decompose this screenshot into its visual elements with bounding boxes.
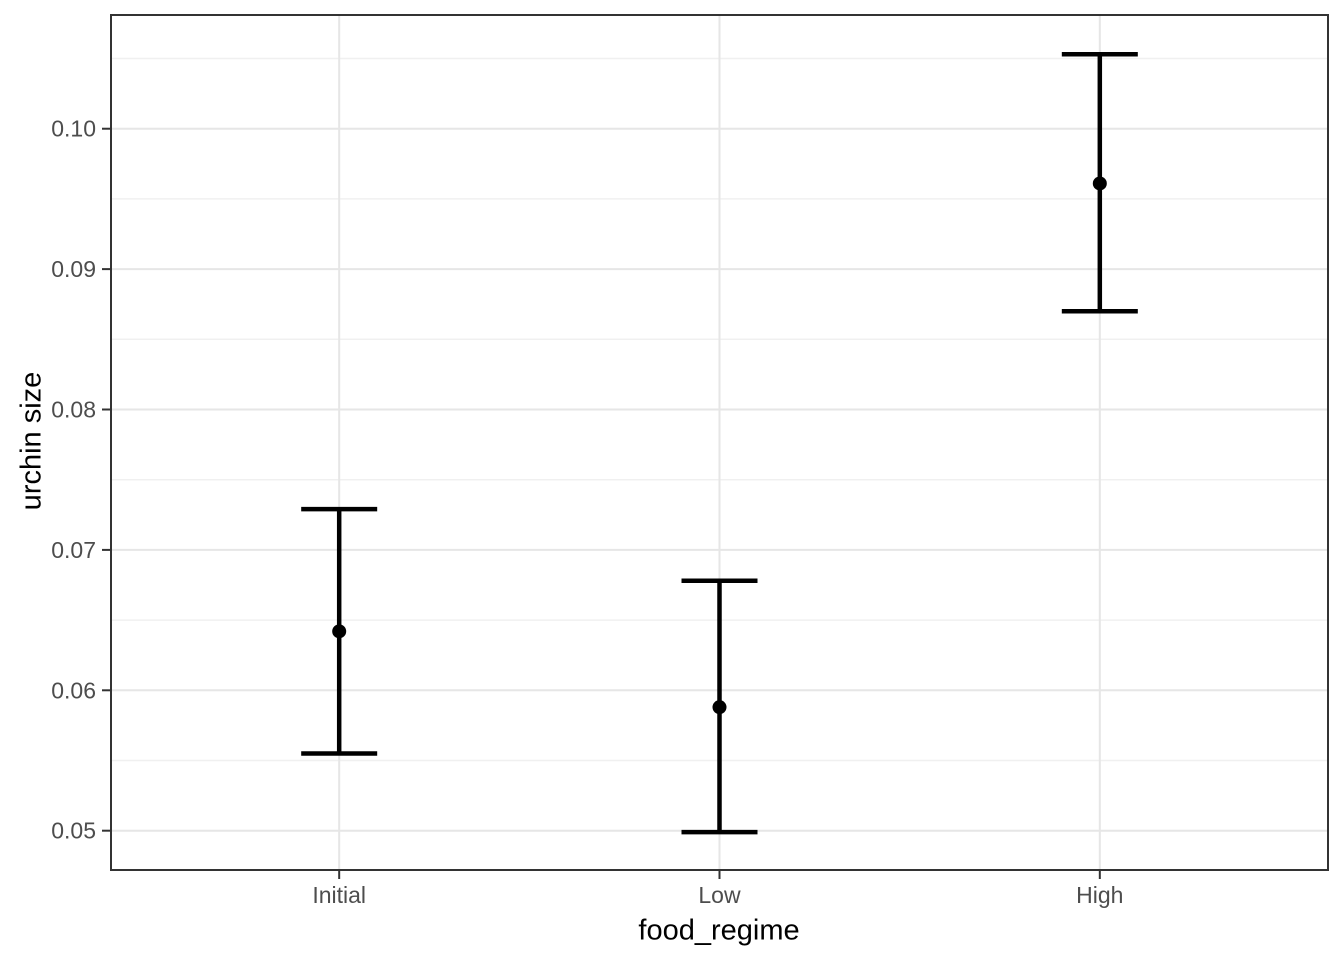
- x-tick-label: Low: [698, 882, 741, 908]
- y-axis-title: urchin size: [15, 371, 48, 511]
- x-tick-label: High: [1076, 882, 1123, 908]
- y-tick-label: 0.06: [51, 677, 96, 703]
- y-tick-label: 0.10: [51, 116, 96, 142]
- y-tick-label: 0.05: [51, 818, 96, 844]
- mean-point: [1092, 176, 1107, 191]
- y-tick-label: 0.07: [51, 537, 96, 563]
- x-tick-label: Initial: [312, 882, 366, 908]
- mean-point: [712, 700, 727, 715]
- x-axis-title: food_regime: [638, 914, 800, 947]
- y-tick-label: 0.08: [51, 397, 96, 423]
- mean-point: [332, 624, 347, 639]
- y-tick-label: 0.09: [51, 256, 96, 282]
